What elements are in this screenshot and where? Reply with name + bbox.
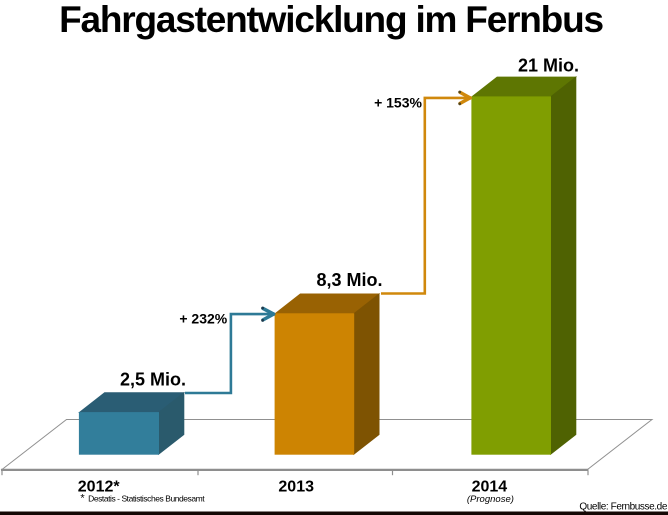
svg-text:2,5 Mio.: 2,5 Mio. <box>120 370 186 390</box>
svg-text:2013: 2013 <box>278 479 314 496</box>
svg-text:2014: 2014 <box>472 479 508 496</box>
svg-text:Fahrgastentwicklung im Fernbus: Fahrgastentwicklung im Fernbus <box>59 0 603 40</box>
svg-text:(Prognose): (Prognose) <box>467 494 514 505</box>
svg-text:* Destatis - Statistisches Bun: * Destatis - Statistisches Bundesamt <box>80 493 205 505</box>
svg-text:+ 153%: + 153% <box>374 94 422 110</box>
svg-text:2012*: 2012* <box>78 479 121 496</box>
svg-text:21 Mio.: 21 Mio. <box>518 56 579 76</box>
svg-text:Quelle: Fernbusse.de: Quelle: Fernbusse.de <box>579 502 667 513</box>
svg-text:+ 232%: + 232% <box>179 310 227 326</box>
svg-text:8,3 Mio.: 8,3 Mio. <box>316 270 382 290</box>
